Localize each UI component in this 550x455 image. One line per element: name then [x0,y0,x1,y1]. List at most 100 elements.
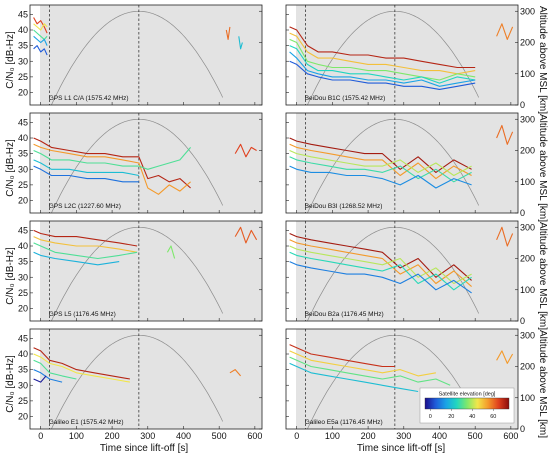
plot-frame [29,4,263,106]
cn0-series-5 [289,51,476,87]
y-tick-label: 35 [18,149,28,159]
colorbar-tick-label: 20 [448,414,454,420]
altitude-curve [51,10,224,105]
cn0-series-6 [496,124,514,145]
panel-6: BeiDou B2a (1176.45 MHz) 0 100 200 300 [285,220,535,326]
cn0-series-4 [33,35,48,46]
cn0-series-2 [33,353,130,383]
colorbar-title: Satellite elevation [deg] [439,392,496,398]
y-tick-label: 35 [18,257,28,267]
y2-tick-label: 0 [520,316,525,326]
y-tick-label: 45 [18,225,28,235]
y-tick-label: 40 [18,241,28,251]
cn0-series-6 [234,226,258,244]
cn0-series-7 [238,36,243,50]
cn0-series-1 [289,26,476,69]
plot-area [289,113,514,213]
cn0-series-3 [289,245,472,285]
plot-area [289,329,514,429]
panel-1: GPS L1 C/A (1575.42 MHz) 20 25 30 35 40 45 [18,4,263,106]
cn0-series-7 [496,23,514,40]
y-tick-label: 40 [18,349,28,359]
colorbar-ticks: 0 20 40 60 [429,409,496,420]
y-tick-label: 25 [18,396,28,406]
y-tick-label: 20 [18,196,28,206]
y2-tick-label: 100 [520,285,535,295]
colorbar-tick-label: 60 [490,414,496,420]
left-axis-title-row-2: C/N₀ [dB-Hz] [5,139,16,197]
cn0-series-1 [289,137,472,173]
cn0-series-2 [33,236,138,253]
cn0-series-5 [33,375,47,383]
right-axis-title-row-1: Altitude above MSL [km] [537,6,548,114]
cn0-series-3 [289,356,451,386]
y-tick-label: 35 [18,41,28,51]
y-tick-label: 20 [18,412,28,422]
cn0-series-5 [289,261,472,294]
panel-label: GPS L1 C/A (1575.42 MHz) [49,95,129,102]
y-tick-label: 30 [18,56,28,66]
right-axis-title-row-3: Altitude above MSL [km] [537,222,548,330]
x-tick-label: 400 [432,431,447,441]
y2-tick-label: 100 [520,69,535,79]
y-tick-label: 40 [18,25,28,35]
y-tick-label: 30 [18,272,28,282]
y2-tick-label: 200 [520,362,535,372]
plot-background [286,5,518,105]
x-tick-label: 100 [325,431,340,441]
panel-label: BeiDou B3I (1268.52 MHz) [305,203,383,210]
panels: GPS L1 C/A (1575.42 MHz) 20 25 30 35 40 45 BeiD… [18,4,535,441]
colorbar-tick-label: 40 [469,414,475,420]
cn0-series-4 [289,362,419,393]
plot-area [33,5,243,105]
x-tick-label: 500 [212,431,227,441]
cn0-series-1 [33,347,130,380]
x-axis-title-left: Time since lift-off [s] [100,443,189,454]
prelaunch-region [286,329,296,429]
cn0-series-2 [33,23,48,31]
cn0-series-4 [289,45,476,84]
altitude-curve [307,10,480,105]
y2-tick-label: 0 [520,424,525,434]
plot-background [30,221,262,321]
panel-label: GPS L2C (1227.60 MHz) [49,203,121,210]
y2-tick-label: 300 [520,114,535,124]
y-tick-label: 35 [18,365,28,375]
cn0-series-4 [33,159,140,177]
left-axis-title-row-3: C/N₀ [dB-Hz] [5,247,16,305]
y-tick-label: 45 [18,9,28,19]
cn0-series-1 [33,229,138,247]
panel-3: GPS L2C (1227.60 MHz) 20 25 30 35 40 45 [18,112,263,214]
prelaunch-region [286,5,296,105]
cn0-series-2 [289,350,436,377]
y-tick-label: 25 [18,288,28,298]
y2-tick-label: 200 [520,38,535,48]
x-tick-label: 600 [247,431,262,441]
x-tick-label: 400 [176,431,191,441]
y2-tick-label: 0 [520,208,525,218]
plot-frame [29,220,263,322]
plot-area [33,221,258,321]
cn0-series-5 [33,45,48,56]
x-tick-label: 200 [105,431,120,441]
plot-frame [29,328,263,430]
cn0-series-3 [289,149,472,177]
x-tick-label: 300 [396,431,411,441]
plot-area [33,329,242,429]
y-tick-label: 30 [18,164,28,174]
plot-frame [285,4,519,106]
plot-frame [285,112,519,214]
panel-4: BeiDou B3I (1268.52 MHz) 0 100 200 300 [285,112,535,218]
altitude-curve [51,226,224,321]
altitude-curve [307,118,480,213]
plot-background [30,329,262,429]
plot-background [286,221,518,321]
cn0-series-6 [225,26,231,40]
panel-label: BeiDou B2a (1176.45 MHz) [305,311,384,318]
cn0-series-3 [33,29,48,40]
left-axis-title-row-4: C/N₀ [dB-Hz] [5,355,16,413]
colorbar-gradient [424,397,510,410]
x-tick-label: 0 [38,431,43,441]
x-tick-label: 100 [69,431,84,441]
